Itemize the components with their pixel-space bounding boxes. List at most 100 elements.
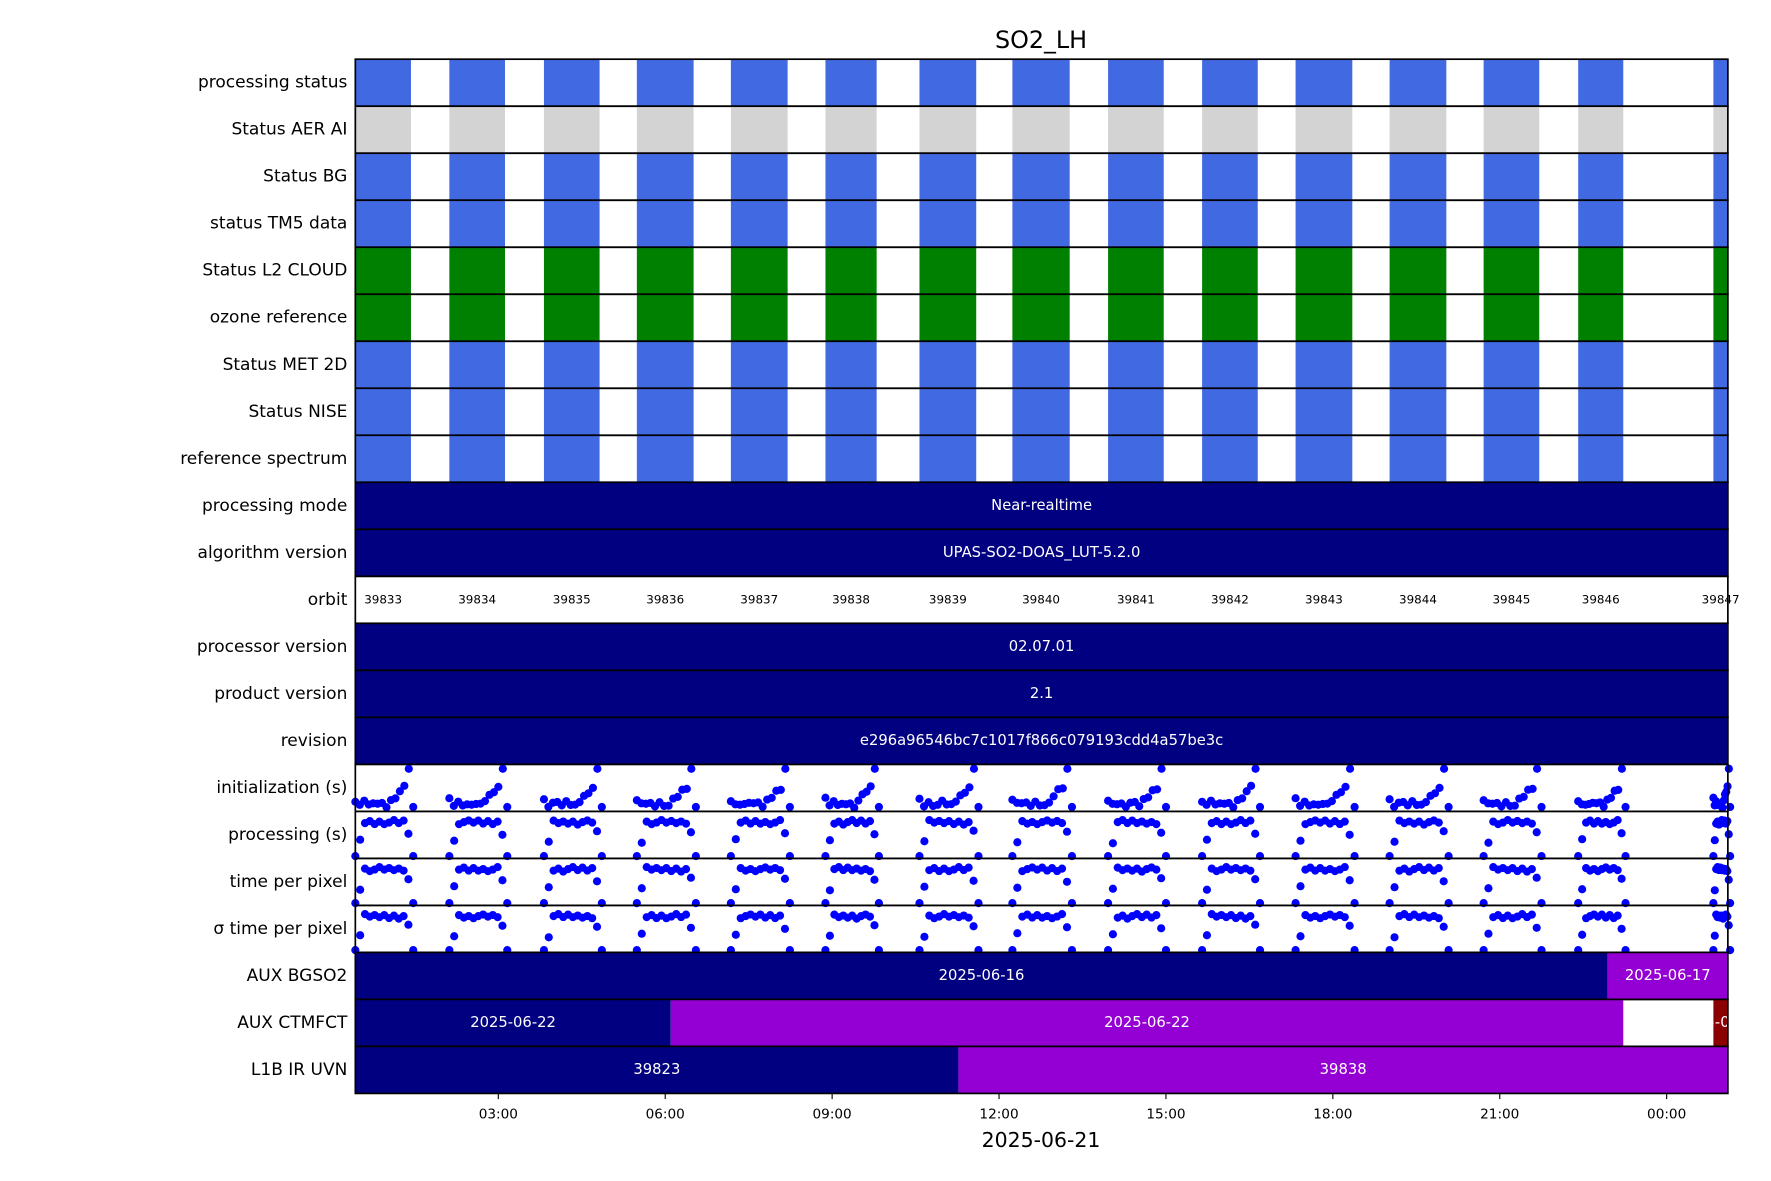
data-point	[1057, 864, 1067, 873]
data-point	[681, 865, 691, 874]
band-segment	[355, 623, 1728, 671]
data-point	[356, 885, 365, 894]
band-segment	[355, 529, 1728, 577]
data-point	[1439, 827, 1448, 836]
data-point	[450, 882, 459, 891]
status-block-39834	[449, 388, 505, 436]
data-point	[1296, 882, 1305, 891]
data-point	[1108, 839, 1117, 848]
chart-rows: processing status Status AER AI Status BG s…	[180, 58, 1763, 1095]
status-block-39841	[1108, 388, 1164, 436]
status-block-39842	[1202, 341, 1258, 389]
data-point	[969, 764, 979, 773]
data-point	[400, 781, 409, 790]
data-point	[404, 875, 413, 884]
data-point	[404, 920, 413, 929]
data-point	[960, 788, 969, 797]
data-point	[1430, 789, 1440, 798]
data-point	[588, 783, 598, 792]
data-point	[1044, 798, 1054, 807]
data-point	[825, 886, 834, 895]
row-label: reference spectrum	[180, 449, 347, 469]
data-point	[575, 798, 584, 807]
status-block-39845	[1483, 106, 1540, 154]
data-point	[1724, 764, 1733, 773]
row-initialization-s-: initialization (s)	[216, 763, 1735, 813]
status-block-39843	[1295, 294, 1353, 342]
status-block-39833	[355, 294, 411, 342]
data-point	[1345, 876, 1354, 885]
data-point	[775, 815, 785, 825]
row-time-per-pixel: time per pixel	[230, 857, 1735, 908]
status-block-39837	[730, 435, 788, 483]
data-point	[691, 802, 700, 812]
data-point	[637, 929, 646, 938]
data-point	[1435, 783, 1444, 792]
data-point	[493, 913, 502, 922]
data-point	[1246, 816, 1255, 825]
status-block-39833	[355, 247, 411, 295]
data-point	[874, 802, 883, 812]
data-point	[974, 802, 983, 812]
x-axis-label: 2025-06-21	[982, 1128, 1101, 1152]
status-block-39839	[919, 153, 977, 201]
data-point	[1578, 885, 1587, 894]
status-block-39846	[1578, 200, 1624, 248]
data-point	[969, 826, 978, 835]
x-tick-label: 18:00	[1313, 1106, 1352, 1122]
data-point	[592, 922, 602, 931]
data-point	[404, 764, 413, 773]
status-block-39847	[1713, 388, 1728, 436]
row-label: algorithm version	[198, 543, 348, 563]
status-block-39835	[543, 200, 600, 248]
data-point	[821, 793, 830, 802]
data-point	[1439, 764, 1449, 773]
band-segment-label: 2.1	[1030, 685, 1053, 702]
row-label: revision	[281, 731, 348, 751]
data-point	[588, 914, 597, 923]
status-block-39834	[449, 200, 505, 248]
status-block-39835	[543, 435, 600, 483]
data-point	[865, 867, 875, 876]
status-block-39841	[1108, 435, 1164, 483]
status-block-39844	[1389, 294, 1447, 342]
status-block-39847	[1713, 153, 1728, 201]
status-block-39837	[730, 294, 788, 342]
data-point	[544, 933, 553, 942]
status-block-39845	[1483, 388, 1540, 436]
band-segment-label: e296a96546bc7c1017f866c079193cdd4a57be3c	[860, 732, 1223, 749]
status-block-39833	[355, 106, 411, 154]
data-point	[1527, 865, 1536, 874]
data-point	[964, 818, 973, 827]
data-point	[1599, 802, 1608, 811]
data-point	[915, 794, 924, 803]
status-block-39837	[730, 106, 788, 154]
status-block-39834	[449, 341, 505, 389]
data-point	[1246, 912, 1255, 921]
status-block-39842	[1202, 59, 1258, 107]
status-block-39837	[730, 153, 788, 201]
status-block-39842	[1202, 153, 1258, 201]
status-block-39833	[355, 59, 411, 107]
row-label: time per pixel	[230, 872, 348, 892]
data-point	[637, 838, 646, 847]
status-block-39846	[1578, 294, 1624, 342]
status-block-39835	[543, 247, 600, 295]
data-point	[1246, 866, 1255, 875]
status-block-39842	[1202, 106, 1258, 154]
data-point	[1063, 764, 1072, 773]
status-block-39835	[543, 59, 600, 107]
data-point	[1202, 835, 1212, 844]
data-point	[920, 882, 929, 891]
status-block-39844	[1389, 388, 1447, 436]
data-point	[686, 828, 696, 837]
row-algorithm-version: algorithm version UPAS-SO2-DOAS_LUT-5.2.0	[198, 528, 1729, 578]
status-block-39840	[1012, 294, 1070, 342]
status-block-39846	[1578, 153, 1624, 201]
data-point	[382, 803, 391, 812]
status-block-39843	[1295, 153, 1353, 201]
data-point	[964, 913, 973, 922]
row-label: status TM5 data	[210, 214, 347, 234]
status-block-39837	[730, 247, 788, 295]
data-point	[780, 829, 790, 838]
